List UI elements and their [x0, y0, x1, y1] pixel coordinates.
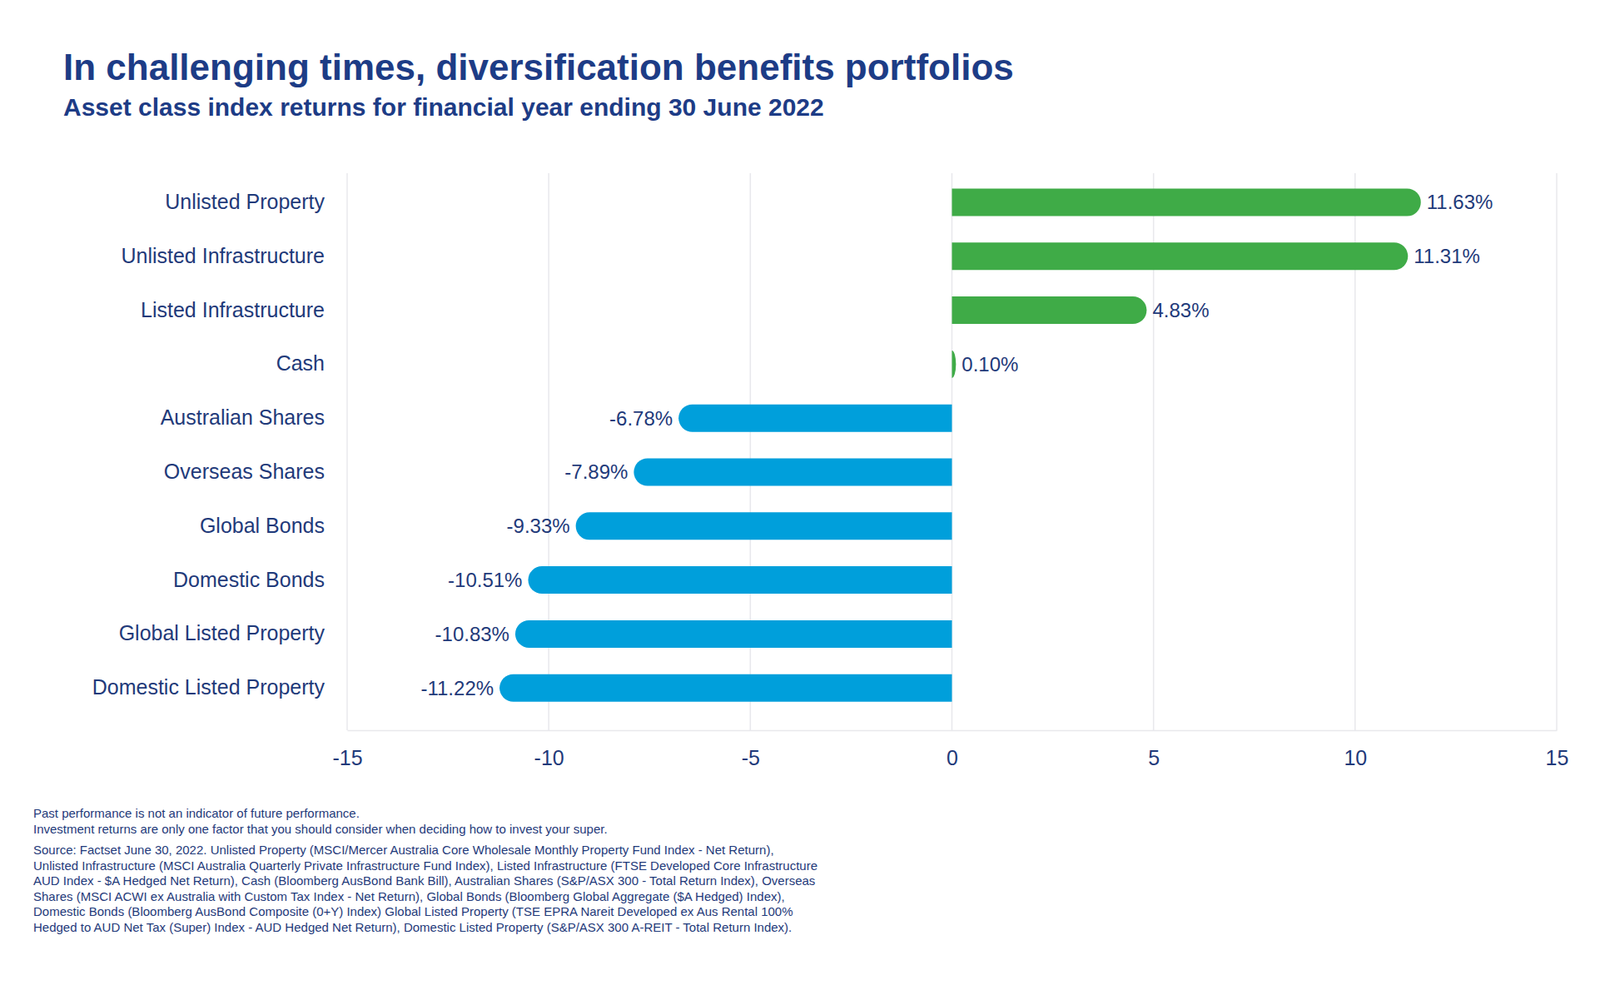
tick-label: -10 — [534, 745, 565, 770]
category-label: Unlisted Property — [164, 189, 325, 214]
tick-label: 10 — [1343, 745, 1367, 770]
data-label: -7.89% — [564, 460, 628, 483]
bar — [952, 242, 1409, 270]
chart: In challenging times, diversification be… — [0, 0, 1600, 995]
axis-line — [324, 175, 326, 716]
y-axis: Unlisted Property Unlisted Infrastructure… — [92, 175, 326, 716]
tick: Overseas Shares — [163, 459, 325, 483]
data-label: -10.51% — [447, 568, 522, 592]
tick: Domestic Listed Property — [92, 675, 326, 699]
footnote: Past performance is not an indicator of … — [33, 805, 360, 820]
category-label: Global Bonds — [199, 513, 325, 537]
bar — [952, 296, 1148, 324]
bar — [576, 511, 953, 540]
grid-line — [1555, 173, 1558, 731]
tick-label: 0 — [946, 745, 959, 770]
tick-label: 15 — [1545, 745, 1570, 770]
bar — [678, 404, 952, 433]
grid — [347, 173, 1557, 731]
tick: 0 — [946, 730, 959, 770]
data-label: 4.83% — [1152, 298, 1209, 322]
footnote: Domestic Bonds (Bloomberg AusBond Compos… — [33, 904, 794, 919]
footnote: AUD Index - $A Hedged Net Return), Cash … — [33, 873, 815, 888]
data-label: 0.10% — [961, 352, 1019, 376]
category-label: Overseas Shares — [163, 459, 325, 483]
x-axis: -15 -10 -5 0 5 10 15 — [332, 730, 1569, 770]
tick: 5 — [1147, 730, 1160, 770]
footnote: Unlisted Infrastructure (MSCI Australia … — [33, 858, 818, 873]
bar — [952, 350, 957, 378]
category-label: Australian Shares — [160, 405, 325, 429]
category-label: Global Listed Property — [119, 621, 326, 645]
tick-label: 5 — [1147, 745, 1160, 770]
grid-line — [346, 173, 348, 731]
bar — [515, 620, 953, 648]
footnote: Hedged to AUD Net Tax (Super) Index - AU… — [33, 919, 792, 935]
category-label: Listed Infrastructure — [140, 298, 325, 322]
tick: Global Listed Property — [119, 621, 326, 645]
data-label: -10.83% — [435, 622, 510, 646]
category-label: Domestic Bonds — [173, 567, 325, 592]
data-label: 11.31% — [1413, 244, 1481, 268]
data-label: -6.78% — [609, 407, 673, 430]
tick: Australian Shares — [160, 405, 325, 429]
tick: Listed Infrastructure — [140, 298, 325, 322]
bar — [952, 188, 1422, 216]
data-label: -9.33% — [506, 514, 571, 537]
tick: -5 — [741, 730, 761, 770]
tick: 10 — [1343, 730, 1367, 770]
tick: Global Bonds — [199, 513, 325, 537]
footnote: Source: Factset June 30, 2022. Unlisted … — [33, 842, 775, 857]
bar — [633, 457, 952, 486]
category-label: Domestic Listed Property — [92, 675, 326, 699]
tick: Unlisted Property — [164, 189, 325, 214]
data-label: 11.63% — [1426, 190, 1494, 214]
tick: Domestic Bonds — [173, 567, 325, 592]
tick: -15 — [332, 730, 363, 770]
bar — [527, 566, 952, 594]
footnote: Investment returns are only one factor t… — [33, 821, 608, 836]
category-label: Cash — [276, 351, 325, 375]
tick-label: -5 — [741, 745, 761, 770]
category-label: Unlisted Infrastructure — [120, 243, 325, 268]
axis-line — [347, 730, 1558, 732]
bars — [499, 188, 1422, 701]
tick: Unlisted Infrastructure — [120, 243, 325, 268]
bar — [499, 674, 952, 702]
footnotes: Past performance is not an indicator of … — [33, 805, 818, 935]
subtitle: Asset class index returns for financial … — [63, 93, 825, 121]
data-labels: 11.63% 11.31% 4.83% 0.10% -6.78% -7.89% -9.33%… — [420, 190, 1493, 699]
tick: Cash — [276, 351, 325, 375]
tick: 15 — [1545, 730, 1570, 770]
tick: -10 — [534, 730, 565, 770]
footnote: Shares (MSCI ACWI ex Australia with Cust… — [33, 889, 786, 904]
tick-label: -15 — [332, 745, 363, 770]
data-label: -11.22% — [420, 676, 494, 700]
title: In challenging times, diversification be… — [63, 46, 1014, 88]
